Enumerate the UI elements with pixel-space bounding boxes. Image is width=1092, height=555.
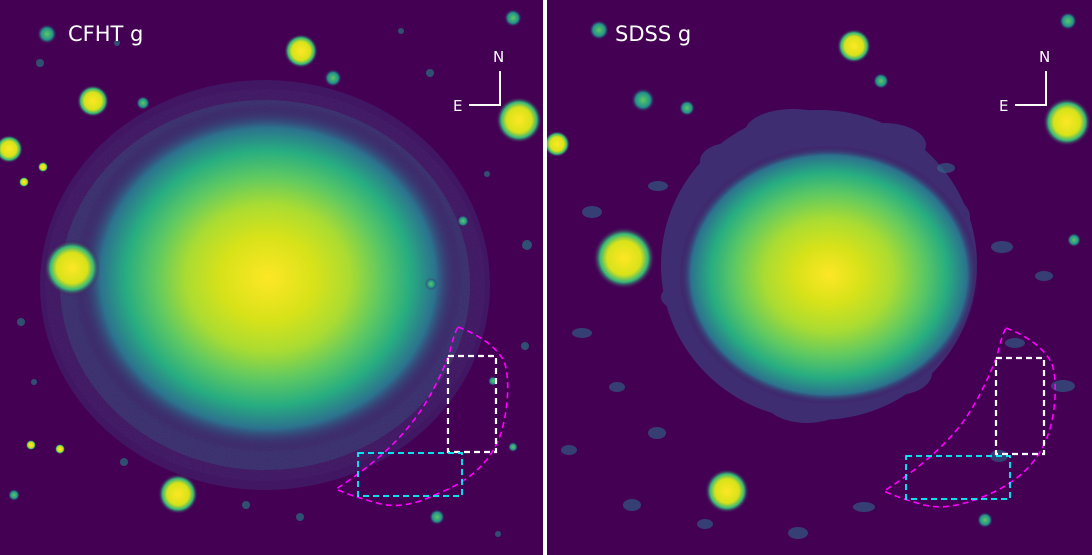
north-label: N <box>1039 48 1051 66</box>
compass-arrows-icon: N E <box>448 48 512 118</box>
cfht-g-panel: CFHT g N E <box>0 0 543 555</box>
magenta-dashed-region <box>334 326 509 507</box>
panel-separator <box>543 0 547 555</box>
panel-title: SDSS g <box>615 22 692 46</box>
white-dashed-box <box>994 356 1046 456</box>
compass-arrows-icon: N E <box>994 48 1058 118</box>
east-label: E <box>999 97 1009 115</box>
sdss-image <box>547 0 1092 555</box>
cyan-dashed-box <box>357 452 463 497</box>
north-arrow-line <box>499 71 501 106</box>
central-galaxy <box>73 103 463 453</box>
small-stars <box>547 12 1091 528</box>
east-arrow-line <box>469 104 501 106</box>
cyan-dashed-box <box>905 455 1011 500</box>
panel-title: CFHT g <box>68 22 144 46</box>
north-label: N <box>493 48 505 66</box>
noise-patches <box>561 163 1075 539</box>
white-dashed-box <box>446 354 498 454</box>
small-stars <box>0 9 542 525</box>
east-label: E <box>453 97 463 115</box>
east-arrow-line <box>1015 104 1047 106</box>
central-galaxy <box>679 145 979 405</box>
sdss-g-panel: SDSS g N E <box>547 0 1092 555</box>
north-arrow-line <box>1045 71 1047 106</box>
noise-patches <box>17 28 532 537</box>
cfht-image <box>0 0 543 555</box>
magenta-dashed-region <box>882 327 1056 508</box>
